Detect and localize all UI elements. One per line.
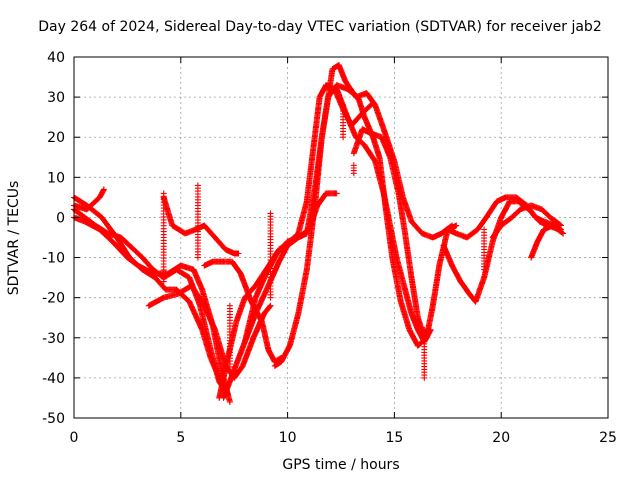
x-tick-label: 20 [492,430,510,446]
x-tick-label: 15 [385,430,403,446]
series-track-16 [489,202,564,241]
series-track-5 [145,282,274,381]
y-tick-label: 0 [56,210,65,226]
series-track-3 [71,214,233,405]
spike-5 [340,102,347,141]
spike-1 [160,190,167,285]
series-track-11 [271,82,460,369]
x-axis-label: GPS time / hours [282,457,400,473]
y-tick-label: -20 [42,291,65,307]
spike-2 [194,182,201,261]
series-track-17 [528,222,567,261]
spike-8 [481,226,488,273]
x-tick-label: 25 [599,430,617,446]
y-tick-label: -30 [42,331,65,347]
y-tick-label: -50 [42,411,65,427]
spike-3 [226,302,233,373]
x-tick-label: 5 [176,430,185,446]
y-tick-label: 40 [47,50,65,66]
y-tick-label: -10 [42,251,65,267]
y-tick-label: -40 [42,371,65,387]
spike-6 [350,162,357,177]
y-axis-label: SDTVAR / TECUs [6,180,22,296]
y-tick-label: 30 [47,90,65,106]
y-tick-label: 20 [47,130,65,146]
x-tick-label: 10 [279,430,297,446]
plot-frame [73,56,609,419]
series-track-6 [160,194,242,257]
spike-4 [267,210,274,301]
spike-7 [421,326,428,381]
series-track-9 [241,62,456,345]
series-track-13 [350,126,428,341]
y-tick-label: 10 [47,170,65,186]
series-track-12 [333,86,434,345]
chart-title: Day 264 of 2024, Sidereal Day-to-day VTE… [38,19,602,35]
x-tick-label: 0 [70,430,79,446]
